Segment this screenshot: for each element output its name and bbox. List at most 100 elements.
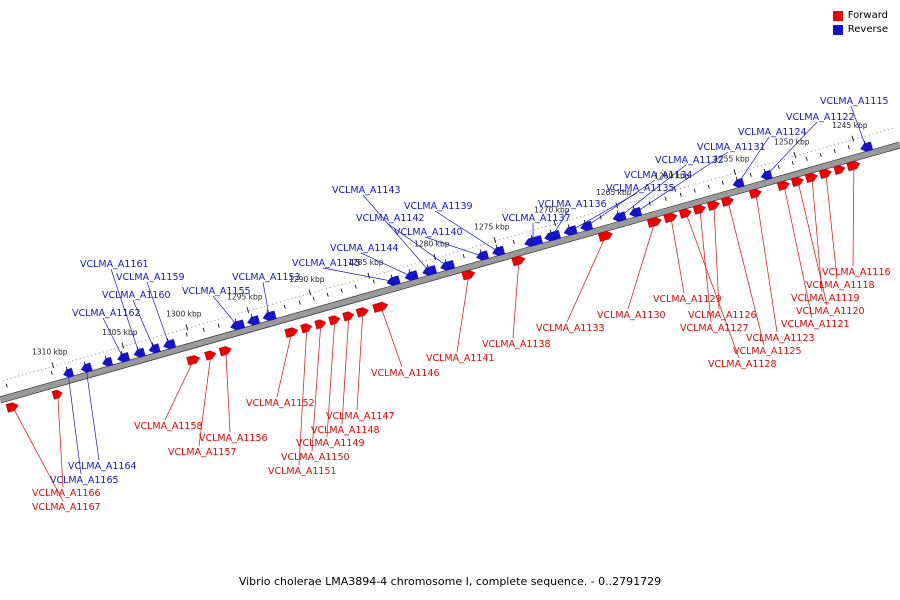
gene-label[interactable]: VCLMA_A1156 bbox=[199, 433, 268, 444]
gene-label[interactable]: VCLMA_A1146 bbox=[371, 368, 440, 379]
gene-arrow[interactable] bbox=[218, 346, 232, 357]
gene-label[interactable]: VCLMA_A1164 bbox=[68, 461, 137, 472]
gene-label[interactable]: VCLMA_A1116 bbox=[822, 267, 891, 278]
gene-arrow[interactable] bbox=[692, 204, 707, 215]
gene-arrow[interactable] bbox=[284, 327, 299, 339]
gene-label[interactable]: VCLMA_A1115 bbox=[820, 96, 889, 107]
gene-arrow[interactable] bbox=[859, 141, 874, 152]
gene-arrow[interactable] bbox=[720, 196, 735, 208]
gene-arrow[interactable] bbox=[62, 367, 75, 378]
gene-label[interactable]: VCLMA_A1138 bbox=[482, 339, 551, 350]
gene-arrow[interactable] bbox=[818, 168, 833, 180]
gene-label[interactable]: VCLMA_A1143 bbox=[332, 185, 401, 196]
gene-arrow[interactable] bbox=[116, 351, 131, 363]
gene-arrow[interactable] bbox=[422, 264, 438, 276]
gene-label[interactable]: VCLMA_A1130 bbox=[597, 310, 666, 321]
gene-label[interactable]: VCLMA_A1137 bbox=[502, 213, 571, 224]
gene-label[interactable]: VCLMA_A1159 bbox=[116, 272, 185, 283]
gene-label[interactable]: VCLMA_A1128 bbox=[708, 359, 777, 370]
gene-arrow[interactable] bbox=[230, 319, 246, 331]
gene-arrow[interactable] bbox=[133, 347, 146, 358]
gene-arrow[interactable] bbox=[776, 180, 791, 192]
gene-arrow[interactable] bbox=[51, 389, 63, 400]
gene-label[interactable]: VCLMA_A1120 bbox=[796, 306, 865, 317]
gene-label[interactable]: VCLMA_A1151 bbox=[268, 466, 337, 477]
gene-label[interactable]: VCLMA_A1123 bbox=[746, 333, 815, 344]
gene-arrow[interactable] bbox=[186, 354, 201, 366]
gene-label[interactable]: VCLMA_A1158 bbox=[134, 421, 203, 432]
gene-label[interactable]: VCLMA_A1122 bbox=[786, 112, 855, 123]
gene-arrow[interactable] bbox=[80, 362, 93, 373]
gene-label[interactable]: VCLMA_A1149 bbox=[296, 438, 365, 449]
gene-label[interactable]: VCLMA_A1139 bbox=[404, 201, 473, 212]
gene-label[interactable]: VCLMA_A1135 bbox=[606, 183, 675, 194]
gene-arrow[interactable] bbox=[101, 356, 114, 367]
gene-arrow[interactable] bbox=[162, 338, 177, 350]
gene-label[interactable]: VCLMA_A1145 bbox=[292, 258, 361, 269]
gene-arrow[interactable] bbox=[628, 206, 643, 218]
gene-arrow[interactable] bbox=[300, 323, 313, 334]
gene-arrow[interactable] bbox=[706, 200, 721, 212]
gene-arrow[interactable] bbox=[440, 259, 456, 271]
gene-label[interactable]: VCLMA_A1147 bbox=[326, 411, 395, 422]
gene-label[interactable]: VCLMA_A1162 bbox=[72, 308, 141, 319]
gene-arrow[interactable] bbox=[404, 270, 419, 281]
gene-arrow[interactable] bbox=[646, 216, 662, 229]
gene-arrow[interactable] bbox=[328, 315, 341, 326]
gene-label[interactable]: VCLMA_A1126 bbox=[688, 310, 757, 321]
gene-label[interactable]: VCLMA_A1121 bbox=[781, 319, 850, 330]
gene-arrow[interactable] bbox=[597, 230, 613, 242]
gene-label[interactable]: VCLMA_A1124 bbox=[738, 127, 807, 138]
gene-arrow[interactable] bbox=[355, 307, 369, 318]
gene-arrow[interactable] bbox=[833, 164, 846, 176]
gene-label[interactable]: VCLMA_A1141 bbox=[426, 353, 495, 364]
gene-label[interactable]: VCLMA_A1144 bbox=[330, 243, 399, 254]
gene-arrow[interactable] bbox=[760, 169, 773, 181]
gene-label[interactable]: VCLMA_A1166 bbox=[32, 488, 101, 499]
gene-arrow[interactable] bbox=[678, 208, 693, 219]
gene-arrow[interactable] bbox=[491, 245, 506, 257]
gene-label[interactable]: VCLMA_A1148 bbox=[311, 425, 380, 436]
gene-arrow[interactable] bbox=[148, 343, 161, 354]
gene-label[interactable]: VCLMA_A1127 bbox=[680, 323, 749, 334]
gene-arrow[interactable] bbox=[732, 177, 745, 189]
gene-arrow[interactable] bbox=[663, 212, 678, 224]
gene-label[interactable]: VCLMA_A1152 bbox=[246, 398, 315, 409]
gene-arrow[interactable] bbox=[314, 319, 327, 330]
gene-label[interactable]: VCLMA_A1125 bbox=[733, 346, 802, 357]
gene-arrow[interactable] bbox=[204, 350, 217, 361]
gene-label[interactable]: VCLMA_A1153 bbox=[232, 272, 301, 283]
gene-arrow[interactable] bbox=[246, 314, 261, 326]
gene-arrow[interactable] bbox=[5, 402, 19, 413]
gene-label[interactable]: VCLMA_A1140 bbox=[394, 227, 463, 238]
gene-arrow[interactable] bbox=[475, 250, 490, 261]
gene-arrow[interactable] bbox=[804, 172, 819, 184]
gene-label[interactable]: VCLMA_A1134 bbox=[624, 170, 693, 181]
gene-label[interactable]: VCLMA_A1142 bbox=[356, 213, 425, 224]
gene-label[interactable]: VCLMA_A1167 bbox=[32, 502, 101, 513]
gene-label[interactable]: VCLMA_A1119 bbox=[791, 293, 860, 304]
gene-label[interactable]: VCLMA_A1133 bbox=[536, 323, 605, 334]
gene-arrow[interactable] bbox=[748, 188, 763, 200]
gene-label[interactable]: VCLMA_A1165 bbox=[50, 475, 119, 486]
gene-label[interactable]: VCLMA_A1118 bbox=[806, 280, 875, 291]
gene-arrow[interactable] bbox=[612, 211, 627, 223]
gene-label[interactable]: VCLMA_A1131 bbox=[697, 142, 766, 153]
gene-label[interactable]: VCLMA_A1155 bbox=[182, 286, 251, 297]
gene-arrow[interactable] bbox=[544, 229, 562, 242]
gene-arrow[interactable] bbox=[342, 311, 355, 322]
gene-arrow[interactable] bbox=[262, 310, 277, 322]
gene-label[interactable]: VCLMA_A1161 bbox=[80, 259, 149, 270]
gene-label[interactable]: VCLMA_A1132 bbox=[655, 155, 724, 166]
gene-arrow[interactable] bbox=[563, 225, 578, 236]
gene-label[interactable]: VCLMA_A1136 bbox=[538, 199, 607, 210]
gene-label[interactable]: VCLMA_A1129 bbox=[653, 294, 722, 305]
gene-arrow[interactable] bbox=[790, 176, 805, 188]
gene-arrow[interactable] bbox=[461, 269, 476, 281]
gene-arrow[interactable] bbox=[524, 234, 544, 248]
gene-arrow[interactable] bbox=[579, 220, 594, 232]
gene-label[interactable]: VCLMA_A1150 bbox=[281, 452, 350, 463]
gene-label[interactable]: VCLMA_A1157 bbox=[168, 447, 237, 458]
gene-arrow[interactable] bbox=[386, 275, 401, 287]
gene-arrow[interactable] bbox=[846, 160, 861, 172]
